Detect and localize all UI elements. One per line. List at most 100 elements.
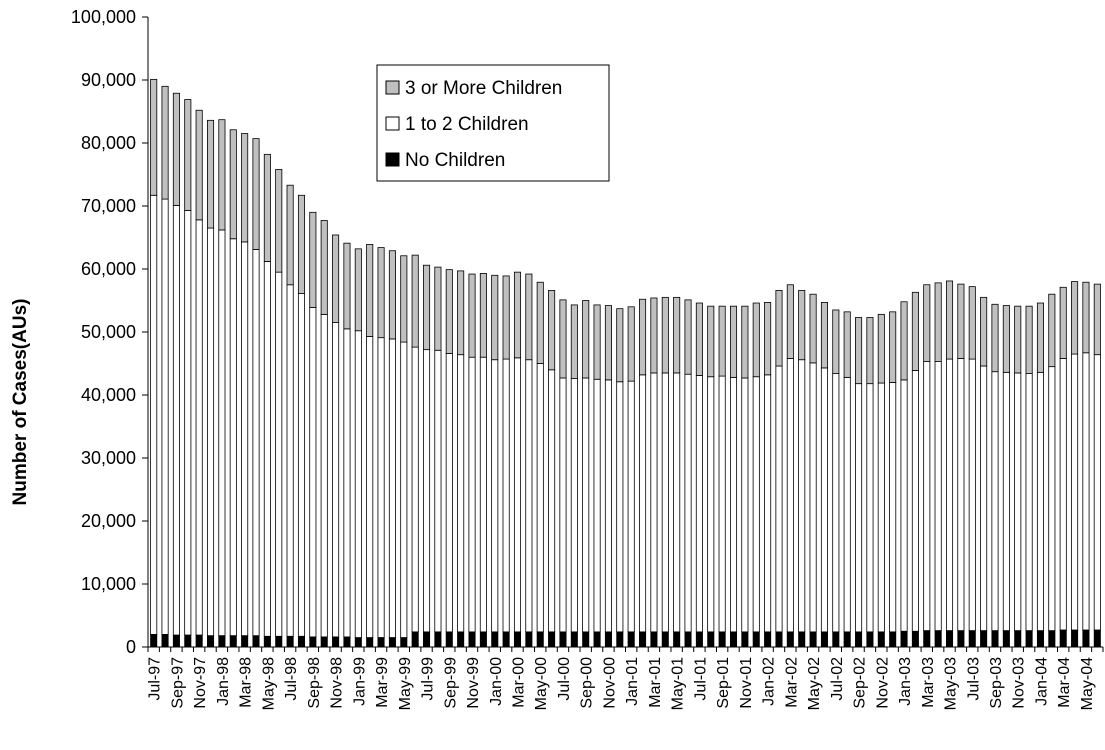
bar-segment-no-children [764, 631, 772, 648]
x-tick-label: Jan-02 [761, 657, 778, 706]
y-tick-label: 20,000 [81, 511, 136, 531]
bar-segment-three-plus-children [650, 297, 658, 374]
x-tick-label: Sep-00 [579, 657, 596, 709]
x-tick-label: Jan-98 [215, 657, 232, 706]
bar-segment-one-to-two-children [604, 379, 612, 633]
bar-segment-no-children [775, 631, 783, 648]
bar-segment-one-to-two-children [332, 322, 340, 638]
bar-segment-three-plus-children [741, 305, 749, 379]
bar-segment-no-children [252, 635, 260, 648]
bar-segment-one-to-two-children [150, 194, 158, 635]
bar-segment-no-children [684, 631, 692, 648]
bar-segment-one-to-two-children [1093, 354, 1101, 631]
bar-segment-three-plus-children [366, 244, 374, 337]
bar-segment-one-to-two-children [172, 204, 180, 636]
bar-segment-no-children [729, 631, 738, 648]
bar-segment-no-children [616, 631, 624, 648]
bar-segment-no-children [218, 635, 226, 648]
x-tick-label: May-04 [1079, 657, 1096, 710]
legend-label-no-children: No Children [405, 150, 505, 171]
bar-segment-three-plus-children [1025, 305, 1033, 374]
bar-segment-one-to-two-children [206, 227, 215, 637]
bar-segment-no-children [604, 631, 612, 648]
bar-segment-one-to-two-children [229, 238, 237, 637]
bar-segment-one-to-two-children [479, 356, 487, 633]
x-tick-label: May-99 [397, 657, 414, 710]
x-tick-label: Sep-99 [442, 657, 459, 709]
bar-segment-three-plus-children [661, 296, 669, 374]
bar-segment-three-plus-children [1002, 305, 1010, 373]
bar-segment-three-plus-children [684, 299, 692, 375]
bar-segment-no-children [1071, 629, 1079, 648]
bar-segment-three-plus-children [718, 305, 726, 377]
bar-segment-one-to-two-children [900, 379, 908, 632]
bar-segment-three-plus-children [229, 129, 237, 240]
bar-segment-three-plus-children [388, 250, 396, 340]
bar-segment-three-plus-children [468, 273, 476, 358]
bar-segment-no-children [889, 631, 897, 648]
bar-segment-three-plus-children [400, 255, 408, 343]
x-tick-label: Jan-99 [351, 657, 368, 706]
bar-segment-no-children [718, 631, 726, 648]
bar-segment-three-plus-children [627, 306, 635, 382]
legend-swatch-three-plus-children [385, 80, 400, 95]
bar-segment-three-plus-children [491, 274, 499, 361]
y-tick-label: 40,000 [81, 385, 136, 405]
bar-segment-one-to-two-children [980, 365, 988, 632]
bar-segment-three-plus-children [855, 317, 863, 385]
y-axis-title: Number of Cases(AUs) [10, 299, 31, 506]
bar-segment-one-to-two-children [377, 337, 385, 638]
y-tick-label: 0 [126, 637, 136, 657]
bar-segment-no-children [309, 636, 317, 648]
bar-segment-no-children [1048, 630, 1056, 648]
bar-segment-no-children [297, 635, 306, 648]
bar-segment-no-children [150, 634, 158, 648]
bar-segment-one-to-two-children [809, 362, 817, 633]
bar-segment-no-children [457, 631, 465, 648]
bar-segment-one-to-two-children [423, 349, 431, 633]
bar-segment-one-to-two-children [593, 378, 601, 633]
x-tick-label: May-01 [670, 657, 687, 710]
bar-segment-no-children [491, 631, 499, 648]
bar-segment-no-children [570, 631, 578, 648]
bar-segment-no-children [172, 634, 180, 648]
y-tick-label: 50,000 [81, 322, 136, 342]
x-tick-label: Jul-98 [283, 657, 300, 701]
x-tick-label: Mar-04 [1056, 657, 1073, 708]
bar-segment-three-plus-children [695, 302, 703, 376]
y-ticks-group: 0 10,000 20,000 30,000 40,000 50,000 60,000 70,… [71, 7, 148, 657]
bar-segment-no-children [650, 631, 658, 648]
bar-segment-one-to-two-children [582, 377, 590, 633]
bar-segment-no-children [548, 631, 556, 648]
bar-segment-three-plus-children [1071, 281, 1079, 355]
y-tick-label: 70,000 [81, 196, 136, 216]
bar-segment-one-to-two-children [400, 341, 408, 638]
bar-segment-no-children [900, 630, 908, 648]
bar-segment-three-plus-children [161, 85, 169, 200]
bar-segment-one-to-two-children [798, 359, 806, 633]
x-tick-label: Jul-03 [965, 657, 982, 701]
legend: 3 or More Children 1 to 2 Children No Chil… [376, 64, 610, 182]
bar-segment-one-to-two-children [1002, 371, 1010, 632]
bar-segment-one-to-two-children [570, 378, 578, 633]
bar-segment-three-plus-children [354, 248, 362, 332]
bar-segment-one-to-two-children [548, 369, 556, 633]
bar-segment-no-children [945, 630, 954, 648]
x-tick-label: Jul-02 [829, 657, 846, 701]
bar-segment-three-plus-children [218, 119, 226, 231]
bar-segment-three-plus-children [570, 304, 578, 380]
bar-segment-one-to-two-children [1014, 372, 1022, 632]
bar-segment-no-children [911, 630, 919, 648]
bar-segment-one-to-two-children [388, 338, 396, 638]
bar-segment-one-to-two-children [161, 198, 169, 635]
x-tick-label: Mar-00 [510, 657, 527, 708]
bar-segment-three-plus-children [832, 309, 840, 374]
x-tick-label: Nov-02 [874, 657, 891, 709]
x-tick-label: Jan-03 [897, 657, 914, 706]
bar-segment-three-plus-children [752, 302, 760, 378]
bar-segment-no-children [229, 635, 237, 648]
y-tick-label: 90,000 [81, 70, 136, 90]
bar-segment-three-plus-children [593, 304, 601, 380]
x-tick-label: Mar-01 [647, 657, 664, 708]
bar-segment-three-plus-children [479, 273, 487, 358]
